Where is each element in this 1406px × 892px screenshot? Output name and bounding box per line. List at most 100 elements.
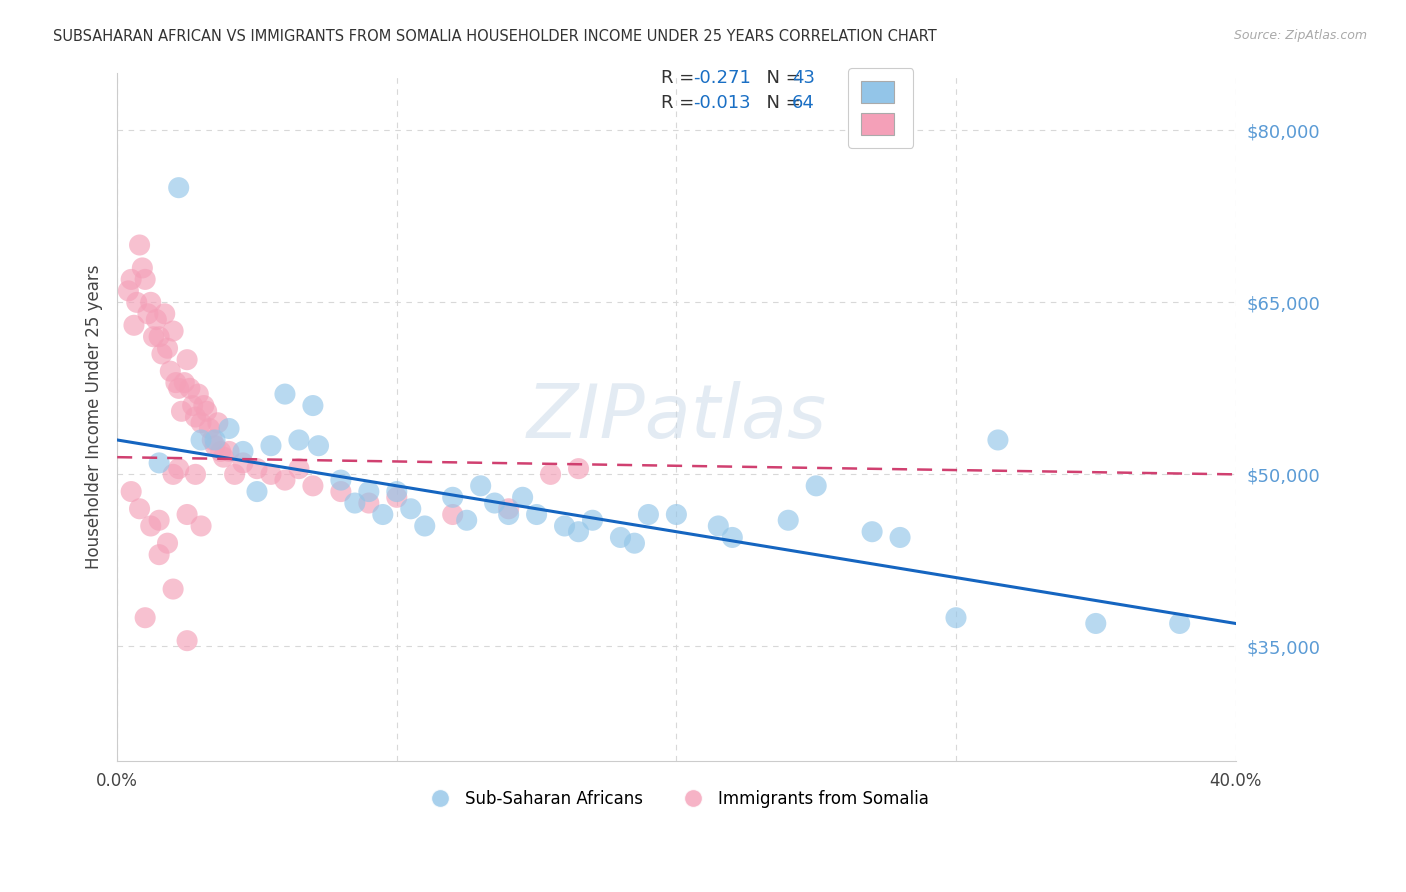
Point xyxy=(456,513,478,527)
Point xyxy=(512,491,534,505)
Text: -0.013: -0.013 xyxy=(693,95,751,112)
Point xyxy=(190,519,212,533)
Point xyxy=(945,611,967,625)
Point xyxy=(484,496,506,510)
Text: Source: ZipAtlas.com: Source: ZipAtlas.com xyxy=(1233,29,1367,42)
Point xyxy=(128,238,150,252)
Point xyxy=(246,461,269,475)
Point xyxy=(371,508,394,522)
Point xyxy=(179,381,201,395)
Point xyxy=(218,421,240,435)
Point xyxy=(150,347,173,361)
Point xyxy=(232,456,254,470)
Point xyxy=(176,352,198,367)
Point xyxy=(162,324,184,338)
Point xyxy=(343,496,366,510)
Point xyxy=(173,376,195,390)
Point xyxy=(329,484,352,499)
Point xyxy=(721,531,744,545)
Point xyxy=(609,531,631,545)
Point xyxy=(302,479,325,493)
Point xyxy=(131,260,153,275)
Point xyxy=(778,513,800,527)
Point xyxy=(385,491,408,505)
Text: -0.271: -0.271 xyxy=(693,69,751,87)
Point xyxy=(540,467,562,482)
Point xyxy=(145,312,167,326)
Text: R =: R = xyxy=(661,95,700,112)
Text: 64: 64 xyxy=(792,95,814,112)
Point xyxy=(181,399,204,413)
Point xyxy=(170,404,193,418)
Text: 43: 43 xyxy=(792,69,814,87)
Point xyxy=(329,473,352,487)
Point xyxy=(148,513,170,527)
Point xyxy=(385,484,408,499)
Point xyxy=(204,439,226,453)
Point xyxy=(120,484,142,499)
Point xyxy=(357,496,380,510)
Legend: Sub-Saharan Africans, Immigrants from Somalia: Sub-Saharan Africans, Immigrants from So… xyxy=(418,783,936,814)
Point xyxy=(142,330,165,344)
Point xyxy=(246,484,269,499)
Point xyxy=(176,633,198,648)
Point xyxy=(148,548,170,562)
Point xyxy=(167,381,190,395)
Point xyxy=(156,341,179,355)
Point xyxy=(187,387,209,401)
Point xyxy=(274,387,297,401)
Point xyxy=(184,410,207,425)
Point xyxy=(623,536,645,550)
Point xyxy=(190,416,212,430)
Point xyxy=(120,272,142,286)
Point xyxy=(148,330,170,344)
Point xyxy=(167,461,190,475)
Point xyxy=(357,484,380,499)
Text: R =: R = xyxy=(661,69,700,87)
Point xyxy=(260,439,283,453)
Point xyxy=(889,531,911,545)
Point xyxy=(134,611,156,625)
Point xyxy=(162,467,184,482)
Point xyxy=(139,295,162,310)
Point xyxy=(162,582,184,596)
Point xyxy=(167,180,190,194)
Y-axis label: Householder Income Under 25 years: Householder Income Under 25 years xyxy=(86,265,103,569)
Point xyxy=(165,376,187,390)
Point xyxy=(134,272,156,286)
Point xyxy=(224,467,246,482)
Point xyxy=(198,421,221,435)
Point xyxy=(218,444,240,458)
Point xyxy=(274,473,297,487)
Point xyxy=(987,433,1010,447)
Point xyxy=(193,399,215,413)
Point xyxy=(159,364,181,378)
Point xyxy=(637,508,659,522)
Point xyxy=(470,479,492,493)
Point xyxy=(156,536,179,550)
Point xyxy=(413,519,436,533)
Point xyxy=(554,519,576,533)
Point xyxy=(136,307,159,321)
Point xyxy=(190,433,212,447)
Point xyxy=(302,399,325,413)
Point xyxy=(212,450,235,465)
Point xyxy=(288,433,311,447)
Point xyxy=(204,433,226,447)
Point xyxy=(184,467,207,482)
Point xyxy=(581,513,603,527)
Point xyxy=(308,439,330,453)
Point xyxy=(195,404,218,418)
Point xyxy=(153,307,176,321)
Point xyxy=(232,444,254,458)
Text: SUBSAHARAN AFRICAN VS IMMIGRANTS FROM SOMALIA HOUSEHOLDER INCOME UNDER 25 YEARS : SUBSAHARAN AFRICAN VS IMMIGRANTS FROM SO… xyxy=(53,29,938,44)
Point xyxy=(707,519,730,533)
Point xyxy=(567,461,589,475)
Point xyxy=(201,433,224,447)
Point xyxy=(441,508,464,522)
Point xyxy=(128,501,150,516)
Point xyxy=(1168,616,1191,631)
Point xyxy=(806,479,828,493)
Point xyxy=(498,508,520,522)
Text: N =: N = xyxy=(755,95,807,112)
